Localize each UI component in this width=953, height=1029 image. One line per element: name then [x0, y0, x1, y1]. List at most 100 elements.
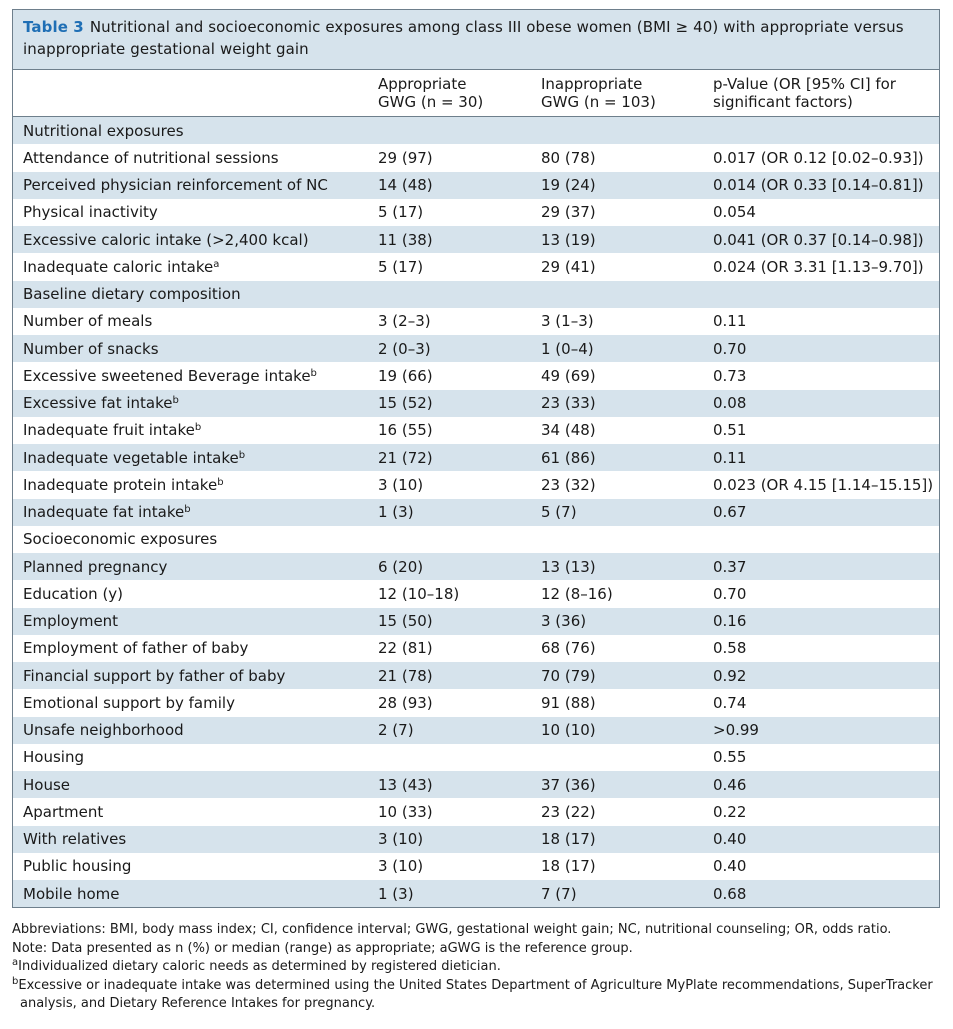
cell-p-value-text: 0.08 — [713, 394, 747, 413]
footnote-marker: b — [184, 504, 191, 516]
cell-inappropriate-text: 18 (17) — [541, 857, 596, 876]
cell-appropriate-text: 3 (10) — [378, 475, 424, 494]
cell-p-value: 0.70 — [713, 585, 939, 603]
cell-appropriate: 22 (81) — [378, 639, 541, 657]
cell-exposure: Inadequate fat intakeb — [13, 503, 378, 521]
table-frame: Table 3 Nutritional and socioeconomic exp… — [12, 9, 940, 909]
cell-exposure-text: Apartment — [23, 802, 104, 821]
cell-appropriate: 14 (48) — [378, 176, 541, 194]
cell-exposure-text: With relatives — [23, 830, 127, 849]
cell-inappropriate-text: 37 (36) — [541, 775, 596, 794]
cell-appropriate-text: 2 (7) — [378, 721, 414, 740]
cell-inappropriate-text: 23 (32) — [541, 475, 596, 494]
cell-inappropriate-text: 13 (13) — [541, 557, 596, 576]
cell-exposure: Employment of father of baby — [13, 639, 378, 657]
table-label: Table 3 — [23, 18, 84, 36]
cell-inappropriate: 13 (13) — [541, 558, 713, 576]
cell-p-value-text: 0.92 — [713, 666, 747, 685]
cell-exposure: House — [13, 776, 378, 794]
cell-inappropriate-text: 49 (69) — [541, 366, 596, 385]
table-header: Appropriate GWG (n = 30) Inappropriate G… — [13, 70, 939, 117]
cell-p-value: 0.58 — [713, 639, 939, 657]
cell-inappropriate-text: 29 (37) — [541, 203, 596, 222]
cell-appropriate: 21 (72) — [378, 449, 541, 467]
cell-appropriate: 5 (17) — [378, 258, 541, 276]
table-row: Number of snacks 2 (0–3) 1 (0–4) 0.70 — [13, 335, 939, 363]
cell-exposure-text: Housing — [23, 748, 84, 767]
cell-p-value-text: 0.37 — [713, 557, 747, 576]
cell-inappropriate: 23 (33) — [541, 394, 713, 412]
footnote-marker: b — [194, 422, 202, 434]
cell-appropriate-text: 13 (43) — [378, 775, 433, 794]
cell-exposure-text: Excessive caloric intake (>2,400 kcal) — [23, 230, 309, 249]
cell-inappropriate: 23 (22) — [541, 803, 713, 821]
cell-exposure-text: Inadequate protein intake — [23, 475, 218, 494]
table-row: Apartment 10 (33) 23 (22) 0.22 — [13, 798, 939, 826]
table-row: Inadequate caloric intakea 5 (17) 29 (41) 0… — [13, 253, 939, 281]
cell-inappropriate: 80 (78) — [541, 149, 713, 167]
cell-inappropriate-text: 19 (24) — [541, 176, 596, 195]
cell-inappropriate-text: 23 (22) — [541, 802, 596, 821]
cell-appropriate: 3 (10) — [378, 857, 541, 875]
cell-exposure-text: Employment — [23, 612, 119, 631]
cell-exposure: Perceived physician reinforcement of NC — [13, 176, 378, 194]
cell-appropriate: 11 (38) — [378, 231, 541, 249]
cell-exposure-text: Perceived physician reinforcement of NC — [23, 176, 328, 195]
cell-exposure-text: Mobile home — [23, 884, 120, 903]
table-row: Inadequate fat intakeb 1 (3) 5 (7) 0.67 — [13, 498, 939, 526]
cell-p-value: 0.40 — [713, 857, 939, 875]
cell-inappropriate: 1 (0–4) — [541, 340, 713, 358]
cell-exposure: Public housing — [13, 857, 378, 875]
cell-exposure-text: Socioeconomic exposures — [23, 530, 218, 549]
cell-appropriate: 29 (97) — [378, 149, 541, 167]
cell-appropriate: 10 (33) — [378, 803, 541, 821]
cell-inappropriate: 61 (86) — [541, 449, 713, 467]
cell-exposure: Inadequate vegetable intakeb — [13, 449, 378, 467]
cell-exposure: Employment — [13, 612, 378, 630]
cell-p-value: 0.70 — [713, 340, 939, 358]
cell-p-value: 0.68 — [713, 885, 939, 903]
cell-inappropriate: 3 (36) — [541, 612, 713, 630]
cell-exposure: Socioeconomic exposures — [13, 530, 378, 548]
cell-p-value-text: 0.73 — [713, 366, 747, 385]
cell-p-value-text: 0.55 — [713, 748, 747, 767]
cell-p-value-text: 0.67 — [713, 503, 747, 522]
cell-p-value-text: 0.70 — [713, 339, 747, 358]
cell-appropriate: 2 (7) — [378, 721, 541, 739]
cell-inappropriate-text: 1 (0–4) — [541, 339, 594, 358]
cell-exposure: Number of meals — [13, 312, 378, 330]
cell-exposure-text: Nutritional exposures — [23, 121, 184, 140]
cell-p-value-text: 0.017 (OR 0.12 [0.02–0.93]) — [713, 148, 924, 167]
cell-inappropriate: 10 (10) — [541, 721, 713, 739]
cell-p-value-text: 0.74 — [713, 693, 747, 712]
cell-p-value: 0.51 — [713, 421, 939, 439]
footnote-marker: b — [217, 476, 224, 488]
cell-appropriate-text: 1 (3) — [378, 503, 414, 522]
cell-p-value-text: 0.014 (OR 0.33 [0.14–0.81]) — [713, 176, 924, 195]
cell-exposure: Number of snacks — [13, 340, 378, 358]
table-row: Socioeconomic exposures — [13, 525, 939, 553]
cell-exposure-text: House — [23, 775, 71, 794]
cell-exposure-text: Education (y) — [23, 584, 124, 603]
cell-exposure: With relatives — [13, 830, 378, 848]
cell-p-value-text: 0.041 (OR 0.37 [0.14–0.98]) — [713, 230, 924, 249]
footnote-a-text: Individualized dietary caloric needs as … — [18, 959, 501, 974]
cell-p-value-text: 0.40 — [713, 830, 747, 849]
cell-exposure: Housing — [13, 748, 378, 766]
cell-p-value: 0.017 (OR 0.12 [0.02–0.93]) — [713, 149, 939, 167]
cell-appropriate-text: 15 (50) — [378, 612, 433, 631]
cell-appropriate: 21 (78) — [378, 667, 541, 685]
cell-exposure: Unsafe neighborhood — [13, 721, 378, 739]
cell-appropriate-text: 5 (17) — [378, 203, 424, 222]
cell-p-value-text: 0.023 (OR 4.15 [1.14–15.15]) — [713, 475, 934, 494]
cell-exposure-text: Excessive fat intake — [23, 394, 173, 413]
footnote-b-text-line2: analysis, and Dietary Reference Intakes … — [20, 996, 376, 1011]
cell-exposure-text: Unsafe neighborhood — [23, 721, 184, 740]
table-row: Number of meals 3 (2–3) 3 (1–3) 0.11 — [13, 307, 939, 335]
cell-exposure: Inadequate caloric intakea — [13, 258, 378, 276]
cell-exposure: Physical inactivity — [13, 203, 378, 221]
cell-inappropriate: 19 (24) — [541, 176, 713, 194]
cell-exposure: Nutritional exposures — [13, 122, 378, 140]
header-exposure — [13, 75, 378, 116]
cell-p-value-text: 0.22 — [713, 802, 747, 821]
